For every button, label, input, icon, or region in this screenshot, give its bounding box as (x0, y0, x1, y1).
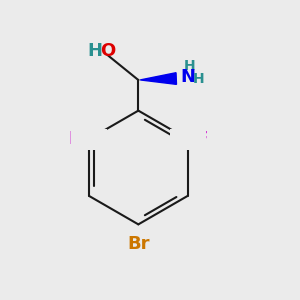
Polygon shape (140, 73, 176, 84)
Text: Br: Br (127, 236, 150, 253)
Text: F: F (171, 130, 204, 148)
Text: H: H (87, 42, 102, 60)
Text: F: F (196, 130, 208, 148)
Text: O: O (100, 42, 115, 60)
Text: F: F (73, 130, 106, 148)
Text: F: F (69, 130, 81, 148)
Text: H: H (193, 71, 205, 85)
Text: N: N (180, 68, 195, 86)
Text: H: H (184, 59, 195, 73)
